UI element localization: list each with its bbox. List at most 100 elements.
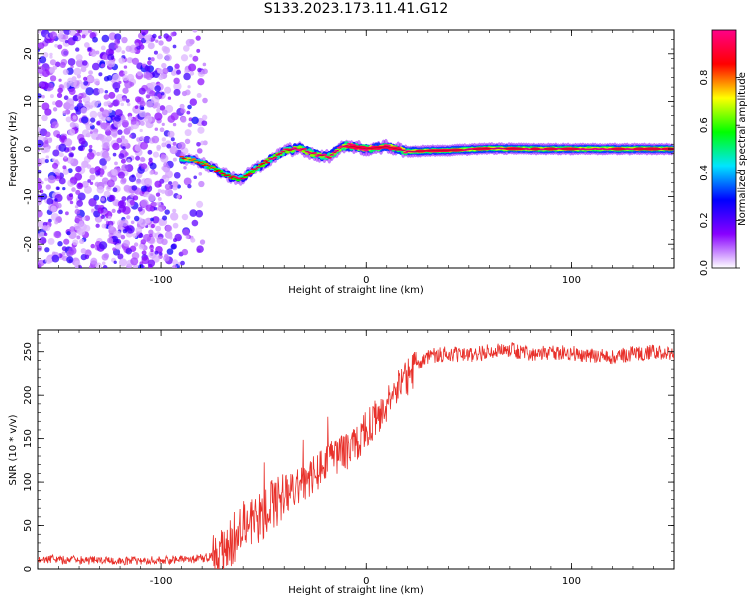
noise-point [113, 119, 122, 128]
noise-point [117, 253, 124, 260]
ridge-segment [322, 153, 327, 156]
noise-point [176, 194, 181, 199]
noise-point [107, 224, 114, 231]
noise-point [100, 63, 105, 68]
noise-point [52, 101, 57, 106]
noise-point [49, 59, 57, 66]
noise-point [165, 170, 173, 179]
noise-point [85, 87, 94, 96]
noise-point [187, 85, 191, 89]
noise-point [41, 114, 48, 122]
noise-point [183, 72, 191, 81]
noise-point [170, 137, 175, 142]
noise-point [75, 54, 83, 62]
noise-point [147, 42, 155, 50]
noise-point [143, 71, 151, 79]
noise-point [71, 146, 76, 151]
noise-point [69, 226, 76, 232]
noise-point [135, 42, 139, 47]
noise-point [173, 171, 181, 179]
noise-point [88, 144, 93, 149]
noise-point [158, 40, 164, 46]
noise-point [75, 47, 80, 52]
noise-point [113, 260, 117, 264]
noise-point [196, 92, 202, 99]
noise-point [114, 39, 121, 45]
noise-point [154, 180, 162, 188]
noise-point [63, 95, 69, 101]
noise-point [144, 191, 151, 198]
noise-point [62, 69, 69, 76]
noise-point [158, 219, 165, 227]
noise-point [38, 66, 45, 74]
noise-point [151, 135, 160, 144]
noise-point [107, 59, 116, 68]
noise-point [83, 80, 89, 86]
noise-point [139, 218, 148, 228]
noise-point [63, 238, 70, 245]
noise-point [111, 169, 118, 176]
noise-point [170, 112, 179, 121]
noise-point [140, 178, 149, 186]
noise-point [68, 193, 73, 198]
noise-point [125, 98, 130, 103]
noise-point [62, 165, 67, 170]
noise-point [63, 30, 72, 36]
colorbar-tick-label: 0.4 [699, 165, 710, 181]
x-tick-label: -100 [150, 576, 173, 587]
noise-point [127, 126, 132, 131]
noise-point [184, 89, 191, 96]
noise-point [144, 115, 153, 124]
y-tick-label: 250 [23, 342, 34, 361]
noise-point [183, 166, 187, 170]
noise-point [101, 177, 109, 185]
noise-point [107, 237, 114, 244]
noise-point [52, 149, 60, 157]
noise-point [117, 129, 123, 135]
noise-point [107, 53, 115, 61]
noise-point [69, 153, 74, 157]
noise-point [147, 259, 156, 268]
noise-point [98, 87, 104, 94]
noise-point [38, 239, 42, 244]
ridge-segment [201, 164, 207, 167]
noise-point [112, 247, 116, 252]
ridge-segment [216, 169, 221, 172]
ridge-segment [326, 156, 332, 159]
noise-point [139, 110, 147, 118]
noise-point [114, 109, 123, 117]
noise-point [138, 264, 144, 268]
noise-point [44, 177, 48, 182]
noise-point [100, 215, 104, 219]
noise-point [62, 168, 69, 175]
noise-point [172, 259, 178, 266]
noise-point [183, 177, 192, 186]
noise-point [86, 151, 95, 160]
noise-point [201, 120, 208, 127]
noise-point [74, 106, 79, 111]
noise-point [121, 116, 126, 122]
noise-point [56, 92, 63, 99]
noise-point [100, 45, 106, 51]
snr-panel: -100 0 100 0 50 100 150 200 250 Height of straig… [8, 329, 675, 596]
noise-point [89, 174, 96, 181]
noise-point [71, 187, 76, 192]
noise-point [38, 42, 45, 49]
noise-point [88, 70, 93, 75]
noise-point [182, 228, 190, 237]
noise-point [189, 98, 198, 106]
noise-point [96, 121, 101, 126]
noise-point [67, 58, 76, 66]
noise-point [75, 189, 81, 195]
noise-point [67, 128, 76, 136]
noise-point [121, 119, 130, 128]
noise-point [198, 180, 205, 188]
noise-point [202, 68, 208, 75]
noise-point [184, 138, 191, 145]
noise-point [78, 99, 83, 104]
noise-point [112, 82, 121, 90]
noise-point [133, 242, 139, 247]
noise-point [149, 244, 154, 248]
noise-point [162, 67, 169, 75]
noise-point [154, 85, 161, 92]
